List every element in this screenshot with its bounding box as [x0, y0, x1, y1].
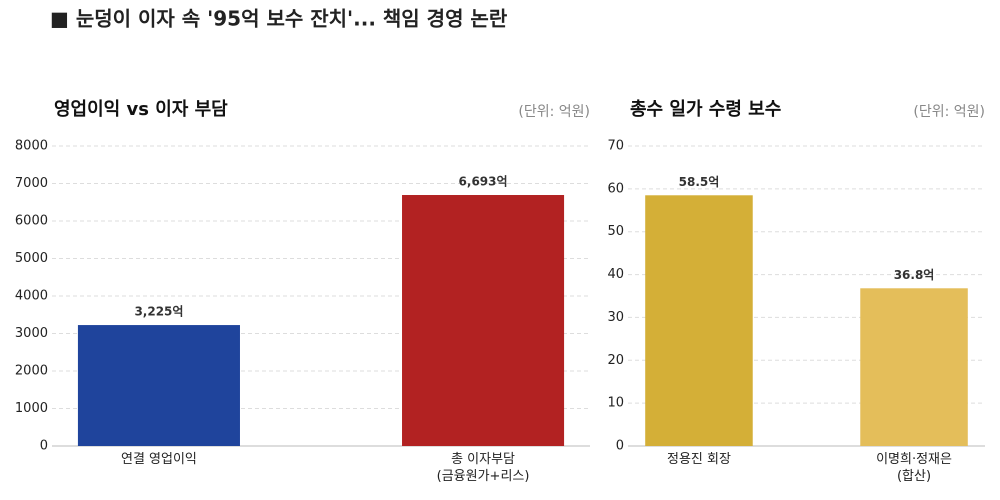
- y-tick-label: 0: [40, 439, 48, 454]
- y-tick-label: 60: [607, 181, 624, 196]
- x-tick-label: 이명희·정재은 (합산): [876, 452, 952, 484]
- unit-label: (단위: 억원): [518, 104, 590, 120]
- y-tick-label: 6000: [15, 214, 48, 229]
- y-tick-label: 2000: [15, 364, 48, 379]
- chart-title: 총수 일가 수령 보수: [630, 99, 781, 120]
- x-tick-label: 연결 영업이익: [121, 452, 197, 467]
- x-tick-label: 정용진 회장: [667, 452, 731, 467]
- y-tick-label: 7000: [15, 176, 48, 191]
- value-label: 58.5억: [679, 175, 720, 189]
- bar: [860, 288, 968, 446]
- y-tick-label: 70: [607, 139, 624, 154]
- y-tick-label: 5000: [15, 251, 48, 266]
- unit-label: (단위: 억원): [913, 104, 985, 120]
- value-label: 3,225억: [134, 305, 183, 319]
- bar: [77, 325, 240, 446]
- chart-title: 영업이익 vs 이자 부담: [54, 99, 228, 120]
- y-tick-label: 50: [607, 224, 624, 239]
- x-tick-label: 총 이자부담 (금융원가+리스): [437, 452, 530, 484]
- y-tick-label: 20: [607, 353, 624, 368]
- y-tick-label: 0: [616, 439, 624, 454]
- value-label: 6,693억: [459, 175, 508, 189]
- y-tick-label: 30: [607, 310, 624, 325]
- y-tick-label: 10: [607, 396, 624, 411]
- bar: [645, 195, 753, 446]
- value-label: 36.8억: [894, 268, 935, 282]
- y-tick-label: 1000: [15, 401, 48, 416]
- y-tick-label: 40: [607, 267, 624, 282]
- y-tick-label: 3000: [15, 326, 48, 341]
- y-tick-label: 8000: [15, 139, 48, 154]
- y-tick-label: 4000: [15, 289, 48, 304]
- page-title: ■ 눈덩이 이자 속 '95억 보수 잔치'... 책임 경영 논란: [50, 7, 508, 31]
- bar: [402, 195, 565, 446]
